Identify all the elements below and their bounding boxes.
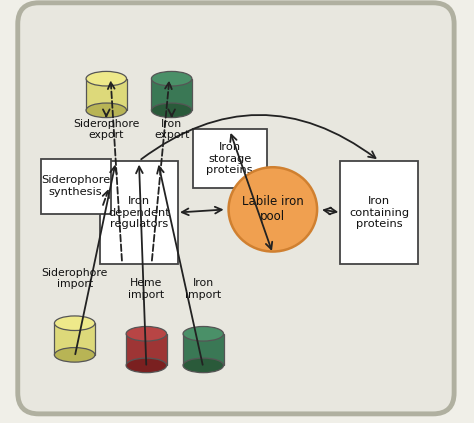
- FancyBboxPatch shape: [18, 3, 454, 414]
- Ellipse shape: [126, 327, 166, 341]
- Ellipse shape: [55, 316, 95, 330]
- Text: Siderophore
synthesis: Siderophore synthesis: [41, 176, 110, 197]
- Text: Siderophore
import: Siderophore import: [42, 268, 108, 289]
- FancyBboxPatch shape: [340, 161, 418, 264]
- Ellipse shape: [86, 71, 127, 86]
- Ellipse shape: [151, 71, 192, 86]
- Text: Iron
containing
proteins: Iron containing proteins: [349, 196, 410, 229]
- Text: Heme
import: Heme import: [128, 278, 164, 300]
- Text: Siderophore
export: Siderophore export: [73, 119, 139, 140]
- FancyBboxPatch shape: [41, 159, 110, 214]
- Ellipse shape: [183, 358, 224, 373]
- Polygon shape: [86, 79, 127, 110]
- Polygon shape: [151, 79, 192, 110]
- Polygon shape: [183, 334, 224, 365]
- Ellipse shape: [86, 103, 127, 118]
- Polygon shape: [55, 323, 95, 355]
- Ellipse shape: [228, 167, 317, 252]
- Text: Iron
dependent
regulators: Iron dependent regulators: [108, 196, 170, 229]
- Text: Iron
import: Iron import: [185, 278, 221, 300]
- FancyBboxPatch shape: [100, 161, 178, 264]
- Text: Iron
storage
proteins: Iron storage proteins: [206, 142, 253, 176]
- Ellipse shape: [55, 348, 95, 362]
- Ellipse shape: [151, 103, 192, 118]
- Text: Iron
export: Iron export: [154, 119, 189, 140]
- Polygon shape: [126, 334, 166, 365]
- FancyBboxPatch shape: [193, 129, 266, 188]
- Ellipse shape: [183, 327, 224, 341]
- Ellipse shape: [126, 358, 166, 373]
- Text: Labile iron
pool: Labile iron pool: [242, 195, 304, 223]
